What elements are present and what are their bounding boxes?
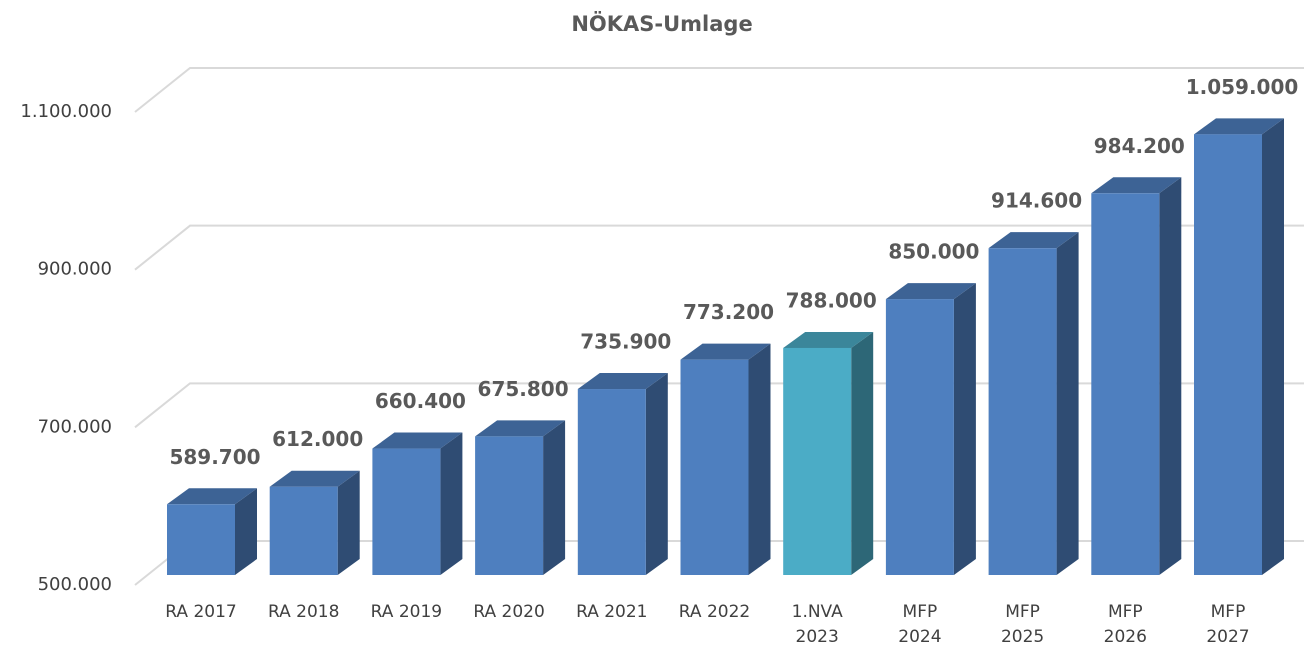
chart-title: NÖKAS-Umlage bbox=[571, 11, 752, 36]
bar bbox=[680, 359, 749, 575]
data-label: 914.600 bbox=[991, 189, 1082, 213]
y-tick-label: 900.000 bbox=[38, 259, 112, 280]
x-tick-label: MFP 2027 bbox=[1206, 602, 1250, 647]
data-label: 612.000 bbox=[272, 427, 363, 451]
bar-side bbox=[851, 331, 874, 575]
grid-line bbox=[134, 67, 1304, 113]
bar bbox=[885, 299, 954, 575]
data-label: 850.000 bbox=[888, 240, 979, 264]
bar bbox=[783, 347, 852, 575]
bar-top bbox=[1194, 118, 1284, 135]
x-tick-label: 1.NVA 2023 bbox=[791, 602, 843, 647]
y-tick-label: 500.000 bbox=[38, 574, 112, 595]
bar-side bbox=[645, 373, 668, 575]
data-label: 788.000 bbox=[786, 288, 877, 312]
x-tick-label: MFP 2026 bbox=[1103, 602, 1147, 647]
x-tick-label: RA 2018 bbox=[267, 602, 340, 622]
bar-side bbox=[440, 432, 463, 575]
data-label: 773.200 bbox=[683, 300, 774, 324]
bar-side bbox=[953, 283, 976, 575]
x-tick-label: RA 2020 bbox=[473, 602, 545, 622]
bar-side bbox=[543, 420, 566, 575]
data-label: 660.400 bbox=[375, 389, 466, 413]
bar-side bbox=[748, 343, 771, 575]
y-tick-label: 700.000 bbox=[38, 416, 112, 437]
data-label: 984.200 bbox=[1094, 134, 1185, 158]
bar-top bbox=[372, 432, 463, 449]
bar-top bbox=[167, 488, 257, 505]
data-label: 589.700 bbox=[169, 445, 260, 469]
bar-side bbox=[1159, 177, 1182, 575]
x-tick-label: RA 2019 bbox=[370, 602, 443, 622]
bar-top bbox=[783, 331, 874, 348]
bar-top bbox=[269, 470, 360, 487]
bar bbox=[1091, 193, 1160, 575]
bar bbox=[1194, 134, 1262, 576]
bar-side bbox=[235, 488, 257, 575]
x-tick-label: RA 2021 bbox=[576, 602, 648, 622]
bar bbox=[167, 504, 235, 575]
x-tick-label: MFP 2024 bbox=[898, 602, 942, 647]
bar-top bbox=[988, 232, 1079, 249]
bar-top bbox=[475, 420, 566, 437]
x-tick-label: RA 2022 bbox=[678, 602, 751, 622]
bar-top bbox=[680, 343, 771, 360]
bar-side bbox=[1056, 232, 1079, 576]
y-tick-label: 1.100.000 bbox=[20, 101, 112, 122]
bar-side bbox=[337, 470, 360, 575]
bar-top bbox=[885, 283, 976, 300]
bar bbox=[988, 248, 1057, 576]
data-label: 735.900 bbox=[580, 330, 671, 354]
bar bbox=[577, 389, 646, 575]
bar-top bbox=[577, 373, 668, 390]
x-tick-label: MFP 2025 bbox=[1000, 602, 1045, 647]
bar bbox=[475, 436, 544, 575]
bar-side bbox=[1262, 118, 1284, 576]
data-label: 675.800 bbox=[478, 377, 569, 401]
bar bbox=[269, 486, 338, 575]
grid-line bbox=[134, 224, 1304, 271]
x-tick-label: RA 2017 bbox=[165, 602, 237, 622]
bar bbox=[372, 448, 441, 575]
data-label: 1.059.000 bbox=[1186, 75, 1299, 99]
bar-top bbox=[1091, 177, 1182, 194]
